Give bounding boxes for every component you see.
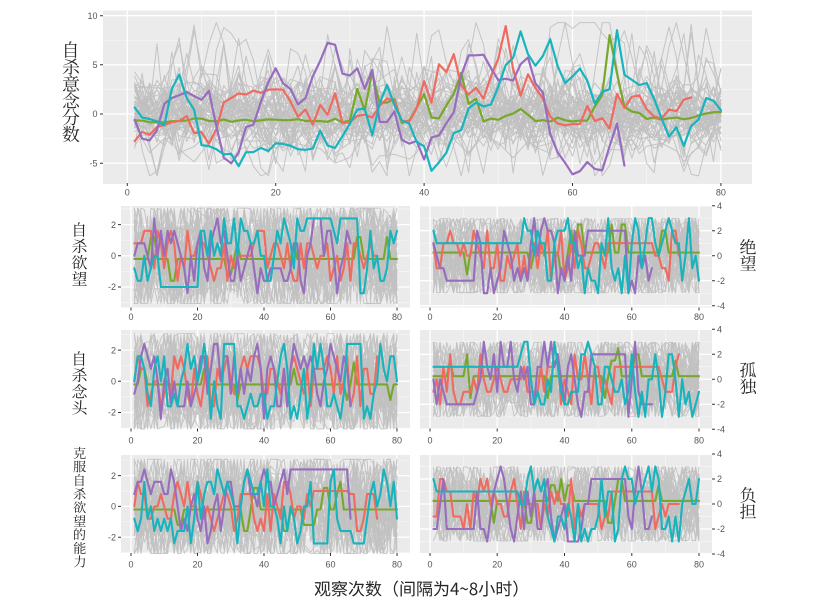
- svg-text:20: 20: [492, 560, 502, 570]
- svg-text:60: 60: [627, 436, 637, 446]
- svg-text:-5: -5: [89, 158, 97, 168]
- svg-text:0: 0: [128, 312, 133, 322]
- svg-text:20: 20: [192, 312, 202, 322]
- svg-text:0: 0: [717, 375, 722, 385]
- svg-text:2: 2: [111, 471, 116, 481]
- svg-text:40: 40: [559, 312, 569, 322]
- svg-text:40: 40: [259, 312, 269, 322]
- svg-text:80: 80: [694, 560, 704, 570]
- svg-text:-4: -4: [717, 549, 725, 559]
- svg-text:2: 2: [717, 350, 722, 360]
- svg-text:-2: -2: [108, 282, 116, 292]
- svg-text:0: 0: [717, 251, 722, 261]
- svg-text:0: 0: [427, 560, 432, 570]
- svg-text:-2: -2: [108, 408, 116, 418]
- svg-text:-2: -2: [108, 532, 116, 542]
- svg-text:80: 80: [694, 436, 704, 446]
- svg-text:60: 60: [627, 560, 637, 570]
- svg-text:-4: -4: [717, 301, 725, 311]
- svg-text:20: 20: [492, 436, 502, 446]
- svg-text:2: 2: [717, 474, 722, 484]
- svg-text:0: 0: [427, 312, 432, 322]
- svg-text:80: 80: [392, 312, 402, 322]
- svg-text:2: 2: [111, 220, 116, 230]
- svg-text:40: 40: [259, 560, 269, 570]
- svg-text:20: 20: [192, 436, 202, 446]
- svg-text:20: 20: [492, 312, 502, 322]
- svg-text:0: 0: [125, 188, 130, 198]
- svg-text:-2: -2: [717, 524, 725, 534]
- svg-text:40: 40: [559, 436, 569, 446]
- svg-text:40: 40: [419, 188, 429, 198]
- svg-text:2: 2: [111, 345, 116, 355]
- svg-text:4: 4: [717, 201, 722, 211]
- svg-text:0: 0: [111, 502, 116, 512]
- svg-text:4: 4: [717, 449, 722, 459]
- svg-text:0: 0: [92, 109, 97, 119]
- svg-text:80: 80: [694, 312, 704, 322]
- svg-text:0: 0: [111, 251, 116, 261]
- svg-text:2: 2: [717, 226, 722, 236]
- svg-text:-2: -2: [717, 276, 725, 286]
- svg-text:20: 20: [271, 188, 281, 198]
- svg-text:40: 40: [559, 560, 569, 570]
- svg-text:0: 0: [128, 436, 133, 446]
- svg-text:80: 80: [392, 436, 402, 446]
- svg-text:40: 40: [259, 436, 269, 446]
- svg-text:60: 60: [627, 312, 637, 322]
- svg-text:20: 20: [192, 560, 202, 570]
- svg-text:4: 4: [717, 325, 722, 335]
- svg-text:0: 0: [128, 560, 133, 570]
- svg-text:80: 80: [392, 560, 402, 570]
- svg-text:0: 0: [427, 436, 432, 446]
- svg-text:60: 60: [325, 436, 335, 446]
- svg-text:5: 5: [92, 60, 97, 70]
- svg-text:-2: -2: [717, 400, 725, 410]
- svg-text:10: 10: [87, 11, 97, 21]
- svg-text:0: 0: [717, 499, 722, 509]
- svg-text:0: 0: [111, 377, 116, 387]
- svg-text:60: 60: [567, 188, 577, 198]
- svg-text:80: 80: [716, 188, 726, 198]
- svg-text:60: 60: [325, 560, 335, 570]
- svg-text:60: 60: [325, 312, 335, 322]
- svg-text:-4: -4: [717, 425, 725, 435]
